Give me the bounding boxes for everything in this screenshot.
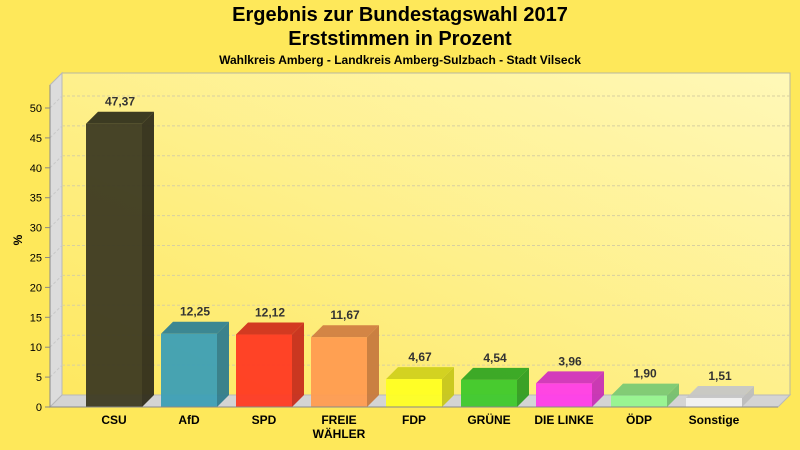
x-tick-label: DIE LINKE — [534, 413, 593, 427]
bar-side — [592, 371, 604, 407]
bar-top — [86, 111, 154, 124]
x-tick-label: GRÜNE — [467, 412, 510, 427]
gridline-side — [49, 155, 63, 169]
bar-freie-wähler: 11,67 FREIE WÄHLER — [311, 308, 379, 441]
bar-sonstige: 1,51 Sonstige — [686, 369, 754, 427]
gridline-side — [49, 245, 63, 258]
bar-ödp: 1,90 ÖDP — [611, 367, 679, 427]
data-label: 1,90 — [633, 367, 657, 381]
x-tick-label: CSU — [101, 413, 126, 427]
bar — [236, 334, 292, 407]
y-tick-label: 45 — [30, 133, 42, 145]
data-label: 1,51 — [708, 369, 732, 383]
bar-fdp: 4,67 FDP — [386, 350, 454, 427]
y-tick-label: 50 — [30, 103, 42, 115]
bar-side — [517, 367, 529, 407]
gridline-side — [49, 304, 63, 318]
data-label: 12,25 — [180, 305, 210, 319]
y-tick-label: 35 — [30, 193, 42, 205]
x-tick-label: FREIE WÄHLER — [313, 413, 366, 441]
bar — [461, 379, 517, 407]
y-tick-label: 15 — [30, 312, 42, 324]
bar-spd: 12,12 SPD — [236, 306, 304, 427]
y-tick-label: 25 — [30, 253, 42, 265]
bar-top — [161, 321, 229, 334]
y-tick-label: 0 — [36, 402, 42, 414]
gridline-side — [49, 95, 63, 109]
x-tick-label: SPD — [252, 413, 277, 427]
bar-top — [611, 383, 679, 396]
x-tick-label: AfD — [178, 413, 200, 427]
bar-afd: 12,25 AfD — [161, 305, 229, 427]
side-wall — [49, 71, 63, 409]
bar — [161, 333, 217, 407]
bar-side — [142, 111, 154, 407]
bar — [611, 395, 667, 407]
bar-side — [442, 367, 454, 407]
bar-side — [217, 321, 229, 407]
bar — [386, 379, 442, 407]
bar-side — [292, 322, 304, 407]
chart-subtitle-region: Wahlkreis Amberg - Landkreis Amberg-Sulz… — [219, 53, 581, 67]
y-axis-label: % — [11, 234, 25, 245]
x-tick-label: ÖDP — [626, 412, 652, 427]
bar-die-linke: 3,96 DIE LINKE — [534, 354, 604, 427]
gridline-side — [49, 185, 63, 199]
bar — [86, 123, 142, 407]
bar-top — [311, 325, 379, 338]
bar-top — [536, 371, 604, 384]
gridline-side — [49, 275, 63, 288]
bar-csu: 47,37 CSU — [86, 95, 154, 427]
bar — [536, 383, 592, 407]
chart-title: Ergebnis zur Bundestagswahl 2017 — [232, 4, 568, 26]
gridline-side — [49, 364, 63, 378]
bar-side — [367, 325, 379, 407]
gridline-side — [49, 125, 63, 139]
data-label: 47,37 — [105, 95, 135, 109]
y-tick-label: 5 — [36, 372, 42, 384]
data-label: 12,12 — [255, 306, 285, 320]
data-label: 4,67 — [408, 350, 432, 364]
bar-top — [686, 385, 754, 398]
x-tick-label: Sonstige — [689, 413, 740, 427]
y-tick-label: 40 — [30, 163, 42, 175]
y-tick-label: 20 — [30, 282, 42, 294]
y-tick-label: 10 — [30, 342, 42, 354]
data-label: 3,96 — [558, 354, 582, 368]
x-tick-label: FDP — [402, 413, 426, 427]
bar-side — [742, 385, 754, 407]
bar — [686, 397, 742, 407]
data-label: 11,67 — [330, 308, 360, 322]
bar-grüne: 4,54 GRÜNE — [461, 351, 529, 427]
bar-top — [386, 367, 454, 380]
gridline-side — [49, 334, 63, 348]
y-tick-label: 30 — [30, 223, 42, 235]
chart-subtitle: Erststimmen in Prozent — [288, 28, 512, 50]
data-label: 4,54 — [483, 351, 507, 365]
gridline-side — [49, 215, 63, 228]
bar-side — [667, 383, 679, 407]
bar-top — [461, 367, 529, 380]
bar-top — [236, 322, 304, 335]
bar — [311, 337, 367, 407]
